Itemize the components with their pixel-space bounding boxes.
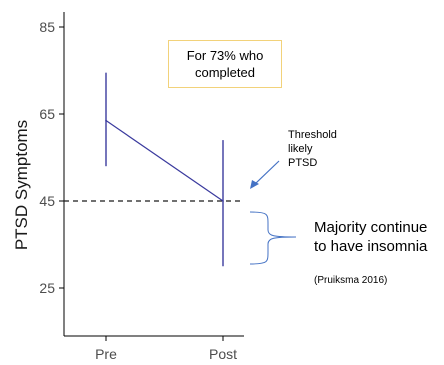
data-point-pre: [105, 119, 107, 122]
y-ticks: 25 45 65 85: [39, 19, 64, 296]
citation: (Pruiksma 2016): [314, 275, 388, 286]
y-tick-label: 65: [39, 106, 55, 122]
y-tick-label: 45: [39, 193, 55, 209]
series-layer: [105, 72, 224, 267]
majority-brace: [249, 211, 297, 265]
x-ticks: Pre Post: [95, 336, 237, 362]
x-tick-label: Post: [209, 346, 237, 362]
completion-note-text: For 73% who completed: [186, 48, 264, 80]
completion-note: For 73% who completed: [168, 40, 282, 88]
majority-label: Majority continue to have insomnia: [314, 219, 428, 255]
threshold-label: Threshold likely PTSD: [288, 129, 337, 169]
data-point-post: [222, 200, 224, 202]
series-line-segment: [105, 120, 224, 202]
y-tick-label: 85: [39, 19, 55, 35]
axes: [63, 12, 244, 337]
threshold-arrow: [250, 160, 280, 189]
x-tick-label: Pre: [95, 346, 117, 362]
y-tick-label: 25: [39, 280, 55, 296]
y-axis-title: PTSD Symptoms: [12, 120, 31, 250]
